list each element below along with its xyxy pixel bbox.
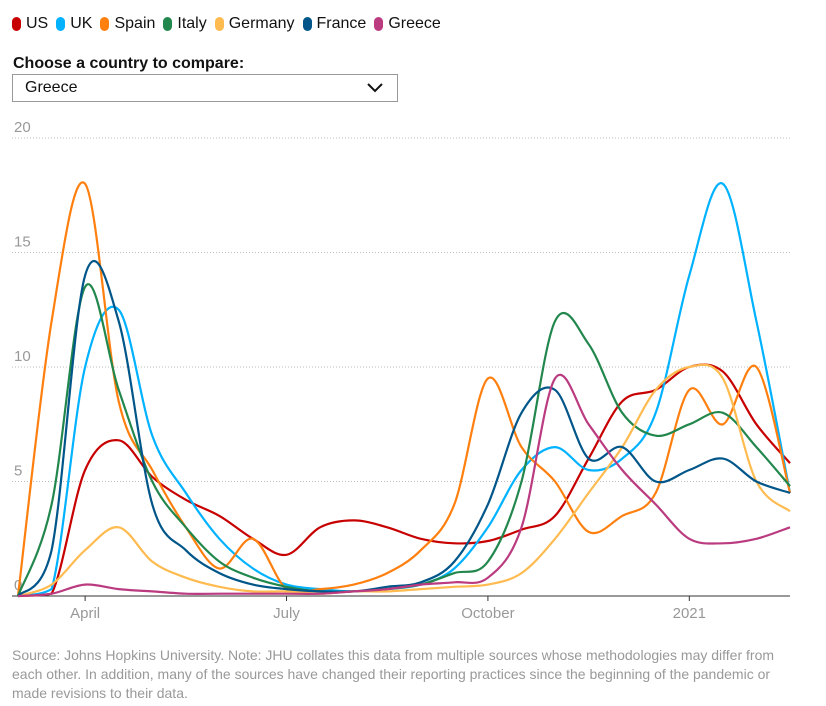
legend-label: Germany (228, 15, 295, 32)
legend-label: Spain (114, 15, 156, 32)
legend-label: Greece (388, 15, 441, 32)
legend-swatch (374, 17, 384, 31)
x-tick-label: 2021 (673, 605, 706, 622)
legend-label: US (26, 15, 49, 32)
legend-swatch (163, 17, 173, 31)
legend: US UK Spain Italy Germany France Greece (12, 15, 449, 33)
y-tick-label: 5 (14, 463, 22, 480)
y-tick-label: 15 (14, 234, 31, 251)
legend-swatch (12, 17, 21, 31)
legend-swatch (100, 17, 110, 31)
series-line-italy (16, 283, 791, 597)
country-selector-label: Choose a country to compare: (13, 55, 245, 72)
legend-label: France (316, 15, 367, 32)
series-line-germany (17, 363, 791, 598)
legend-item-greece: Greece (374, 15, 441, 33)
country-selector-dropdown[interactable]: Greece (12, 74, 398, 102)
series-line-spain (16, 181, 792, 597)
y-tick-label: 10 (14, 348, 31, 365)
chevron-down-icon (367, 83, 383, 93)
legend-item-italy: Italy (163, 15, 207, 33)
y-tick-label: 20 (14, 119, 31, 136)
legend-item-us: US (12, 15, 48, 33)
legend-swatch (56, 17, 66, 31)
series-line-france (17, 259, 791, 597)
series-line-greece (17, 374, 791, 598)
selected-country: Greece (25, 79, 78, 96)
x-tick-label: July (273, 605, 300, 622)
legend-label: Italy (177, 15, 207, 32)
legend-swatch (302, 17, 312, 31)
legend-item-spain: Spain (100, 15, 155, 33)
source-note: Source: Johns Hopkins University. Note: … (12, 647, 775, 701)
legend-swatch (214, 17, 224, 31)
x-tick-label: October (461, 605, 514, 622)
legend-label: UK (70, 15, 93, 32)
legend-item-uk: UK (56, 15, 92, 33)
x-tick-label: April (70, 605, 100, 622)
legend-item-germany: Germany (214, 15, 295, 33)
legend-item-france: France (302, 15, 367, 33)
